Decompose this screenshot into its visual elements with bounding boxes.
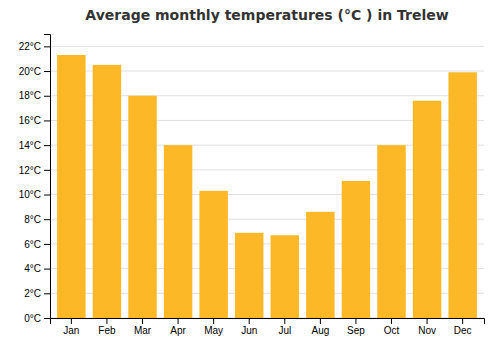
y-tick-mark — [44, 46, 50, 47]
y-tick: 22°C — [19, 41, 50, 52]
x-tick-label: Jan — [63, 325, 79, 336]
x-tick: Apr — [170, 318, 186, 336]
chart: 0°C 2°C 4°C 6°C 8°C 10°C 12°C 14°C 16°C 18°C 20°C 2… — [0, 0, 500, 350]
x-tick-label: Jun — [241, 325, 257, 336]
title: Average monthly temperatures (°C ) in Tr… — [85, 7, 448, 23]
x-tick: May — [204, 318, 223, 336]
bar — [413, 101, 441, 318]
plot: 0°C 2°C 4°C 6°C 8°C 10°C 12°C 14°C 16°C 18°C 20°C 2… — [19, 35, 485, 337]
x-tick: Jan — [63, 318, 79, 336]
x-tick-mark — [355, 318, 356, 324]
y-tick-label: 18°C — [19, 90, 41, 101]
y-tick-mark — [44, 318, 50, 319]
y-tick-mark — [44, 269, 50, 270]
x-tick-label: Nov — [418, 325, 436, 336]
y-tick-label: 4°C — [24, 263, 41, 274]
y-tick-mark — [44, 145, 50, 146]
x-tick: Aug — [311, 318, 329, 336]
y-tick-label: 10°C — [19, 189, 41, 200]
x-tick: Jul — [278, 318, 291, 336]
y-tick-label: 22°C — [19, 41, 41, 52]
bar — [199, 191, 227, 318]
x-tick-label: Mar — [134, 325, 152, 336]
y-tick-mark — [44, 244, 50, 245]
x-tick: Sep — [347, 318, 365, 336]
y-tick-mark — [44, 120, 50, 121]
y-tick-mark — [44, 96, 50, 97]
y-tick-label: 12°C — [19, 165, 41, 176]
y-tick: 4°C — [24, 263, 50, 274]
y-tick: 16°C — [19, 115, 50, 126]
y-tick: 10°C — [19, 189, 50, 200]
x-tick: Jun — [241, 318, 257, 336]
x-tick-mark — [142, 318, 143, 324]
x-tick-mark — [249, 318, 250, 324]
x-tick-label: May — [204, 325, 223, 336]
x-tick-label: Dec — [454, 325, 472, 336]
x-tick-label: Aug — [311, 325, 329, 336]
x-tick-label: Oct — [384, 325, 400, 336]
y-axis: 0°C 2°C 4°C 6°C 8°C 10°C 12°C 14°C 16°C 18°C 20°C 2… — [19, 35, 51, 324]
bar — [306, 212, 334, 318]
y-tick-label: 2°C — [24, 288, 41, 299]
x-tick-mark — [178, 318, 179, 324]
bar — [448, 72, 476, 318]
y-tick-mark — [44, 195, 50, 196]
x-tick-mark — [71, 318, 72, 324]
y-tick-mark — [44, 219, 50, 220]
x-tick-label: Apr — [170, 325, 186, 336]
y-tick-mark — [44, 71, 50, 72]
grid-line — [50, 46, 484, 47]
x-tick-mark — [106, 318, 107, 324]
x-tick: Oct — [384, 318, 400, 336]
x-tick-mark — [320, 318, 321, 324]
y-tick: 20°C — [19, 66, 50, 77]
bar — [128, 96, 156, 318]
y-tick-label: 14°C — [19, 140, 41, 151]
y-tick-label: 0°C — [24, 313, 41, 324]
y-tick: 12°C — [19, 165, 50, 176]
y-tick-mark — [44, 293, 50, 294]
x-tick: Mar — [134, 318, 152, 336]
y-axis-line — [44, 35, 51, 319]
y-tick: 2°C — [24, 288, 50, 299]
marks — [57, 55, 477, 318]
y-tick-mark — [44, 170, 50, 171]
bar — [271, 235, 299, 318]
y-tick-label: 8°C — [24, 214, 41, 225]
y-tick: 0°C — [24, 313, 50, 324]
grid — [50, 46, 484, 318]
x-tick: Dec — [454, 318, 472, 336]
x-tick-mark — [284, 318, 285, 324]
y-tick: 6°C — [24, 239, 50, 250]
bar — [377, 145, 405, 318]
x-axis: Jan Feb Mar Apr May Jun Jul Aug Sep Oct Nov Dec — [51, 318, 485, 336]
x-axis-line — [51, 319, 485, 325]
y-tick-label: 20°C — [19, 66, 41, 77]
bar — [342, 181, 370, 318]
y-tick: 18°C — [19, 90, 50, 101]
x-tick-mark — [391, 318, 392, 324]
bar — [57, 55, 85, 318]
x-tick: Nov — [418, 318, 436, 336]
x-tick-label: Jul — [278, 325, 291, 336]
x-tick: Feb — [98, 318, 116, 336]
x-tick-mark — [213, 318, 214, 324]
y-tick: 14°C — [19, 140, 50, 151]
x-tick-mark — [427, 318, 428, 324]
bar — [164, 145, 192, 318]
bar — [93, 65, 121, 318]
y-tick: 8°C — [24, 214, 50, 225]
y-tick-label: 6°C — [24, 239, 41, 250]
x-tick-label: Sep — [347, 325, 365, 336]
y-tick-label: 16°C — [19, 115, 41, 126]
bar — [235, 233, 263, 318]
x-tick-label: Feb — [98, 325, 116, 336]
x-tick-mark — [462, 318, 463, 324]
